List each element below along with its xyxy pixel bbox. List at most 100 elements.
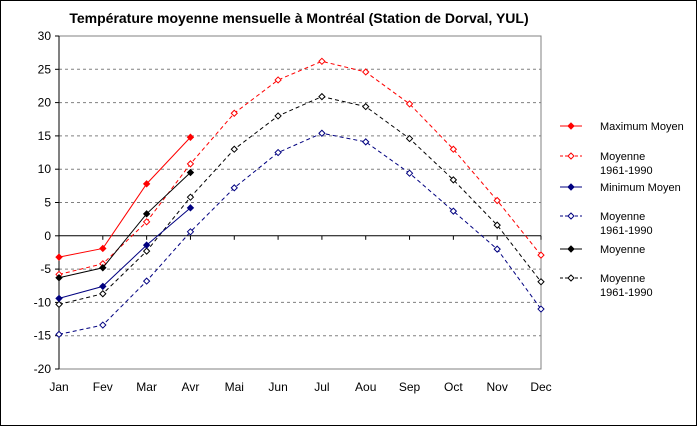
data-point [55, 330, 63, 339]
data-point [186, 204, 195, 212]
series-line [58, 132, 542, 335]
x-tick-label: Nov [487, 380, 508, 394]
data-point [99, 290, 107, 298]
x-tick-label: Mar [136, 380, 157, 394]
legend: Maximum Moyen Moyenne 1961-1990 Minimum Moy… [560, 121, 684, 299]
data-point [405, 100, 414, 108]
x-tick-label: Dec [530, 380, 551, 394]
series-line [58, 172, 191, 279]
data-point [449, 176, 458, 184]
y-tick-label: 5 [44, 196, 51, 210]
y-tick-label: 20 [38, 96, 52, 110]
y-tick-label: 10 [38, 162, 52, 176]
data-point [537, 278, 545, 286]
axes: -20 -15 -10 -5 0 5 10 15 20 25 30 Jan Fev Mar Avr Mai Ju… [34, 29, 552, 394]
data-point [449, 145, 458, 153]
series-3 [55, 129, 545, 339]
data-point [99, 282, 107, 291]
series-group [55, 57, 545, 339]
data-point [186, 228, 195, 236]
legend-label: Minimum Moyen [600, 182, 681, 194]
data-point [493, 245, 501, 253]
data-point [55, 294, 63, 303]
legend-label: Maximum Moyen [600, 121, 684, 133]
x-tick-label: Jun [268, 380, 287, 394]
data-point [362, 102, 370, 111]
data-point [537, 251, 545, 259]
data-point [318, 57, 326, 66]
y-tick-label: 15 [38, 129, 52, 143]
data-point [493, 196, 501, 205]
data-point [318, 129, 326, 137]
x-tick-label: Aou [355, 380, 376, 394]
data-point [99, 321, 107, 329]
legend-marker [567, 274, 575, 282]
legend-label: Moyenne 1961-1990 [600, 151, 653, 177]
data-point [274, 148, 282, 157]
y-tick-label: 30 [38, 29, 52, 43]
data-point [449, 207, 458, 215]
y-tick-label: -10 [34, 295, 52, 309]
legend-marker [567, 212, 575, 220]
series-line [58, 207, 191, 299]
legend-marker [567, 183, 575, 191]
legend-label: Moyenne 1961-1990 [600, 211, 653, 237]
x-tick-label: Sep [399, 380, 421, 394]
data-point [493, 221, 501, 229]
y-tick-label: 25 [38, 62, 52, 76]
data-point [99, 244, 107, 253]
data-point [405, 169, 414, 177]
legend-marker [567, 122, 575, 130]
series-line [58, 96, 542, 305]
legend-marker [567, 245, 575, 253]
data-point [99, 264, 107, 272]
series-line [58, 136, 191, 258]
data-point [186, 193, 195, 201]
data-point [186, 133, 195, 141]
data-point [274, 112, 282, 120]
chart-title: Température moyenne mensuelle à Montréal… [69, 10, 528, 26]
data-point [55, 300, 63, 309]
x-tick-label: Oct [444, 380, 463, 394]
data-point [142, 277, 151, 285]
y-tick-label: -5 [40, 262, 51, 276]
data-point [362, 138, 370, 146]
y-tick-label: -20 [34, 362, 52, 376]
data-point [362, 68, 370, 76]
x-tick-label: Mai [225, 380, 244, 394]
legend-marker [567, 152, 575, 160]
series-5 [55, 92, 545, 309]
y-tick-label: 0 [44, 229, 51, 243]
x-tick-label: Fev [93, 380, 113, 394]
data-point [55, 274, 63, 282]
data-point [318, 92, 326, 101]
legend-label: Moyenne [600, 244, 645, 256]
data-point [55, 253, 63, 261]
data-point [230, 145, 238, 153]
series-4 [55, 168, 195, 282]
data-point [142, 247, 151, 255]
data-point [142, 180, 151, 188]
data-point [274, 76, 282, 84]
legend-label: Moyenne 1961-1990 [600, 273, 653, 299]
data-point [405, 134, 414, 143]
grid-lines [58, 35, 542, 370]
data-point [142, 218, 151, 226]
data-point [142, 241, 151, 249]
series-line [58, 60, 542, 275]
data-point [142, 210, 151, 218]
y-tick-label: -15 [34, 329, 52, 343]
data-point [537, 305, 545, 313]
series-1 [55, 57, 545, 279]
x-tick-label: Jan [49, 380, 68, 394]
data-point [186, 160, 195, 168]
data-point [186, 168, 195, 177]
series-2 [55, 204, 195, 303]
data-point [230, 109, 238, 117]
x-tick-label: Avr [182, 380, 200, 394]
x-tick-label: Jul [314, 380, 329, 394]
series-0 [55, 133, 195, 261]
data-point [230, 184, 238, 192]
